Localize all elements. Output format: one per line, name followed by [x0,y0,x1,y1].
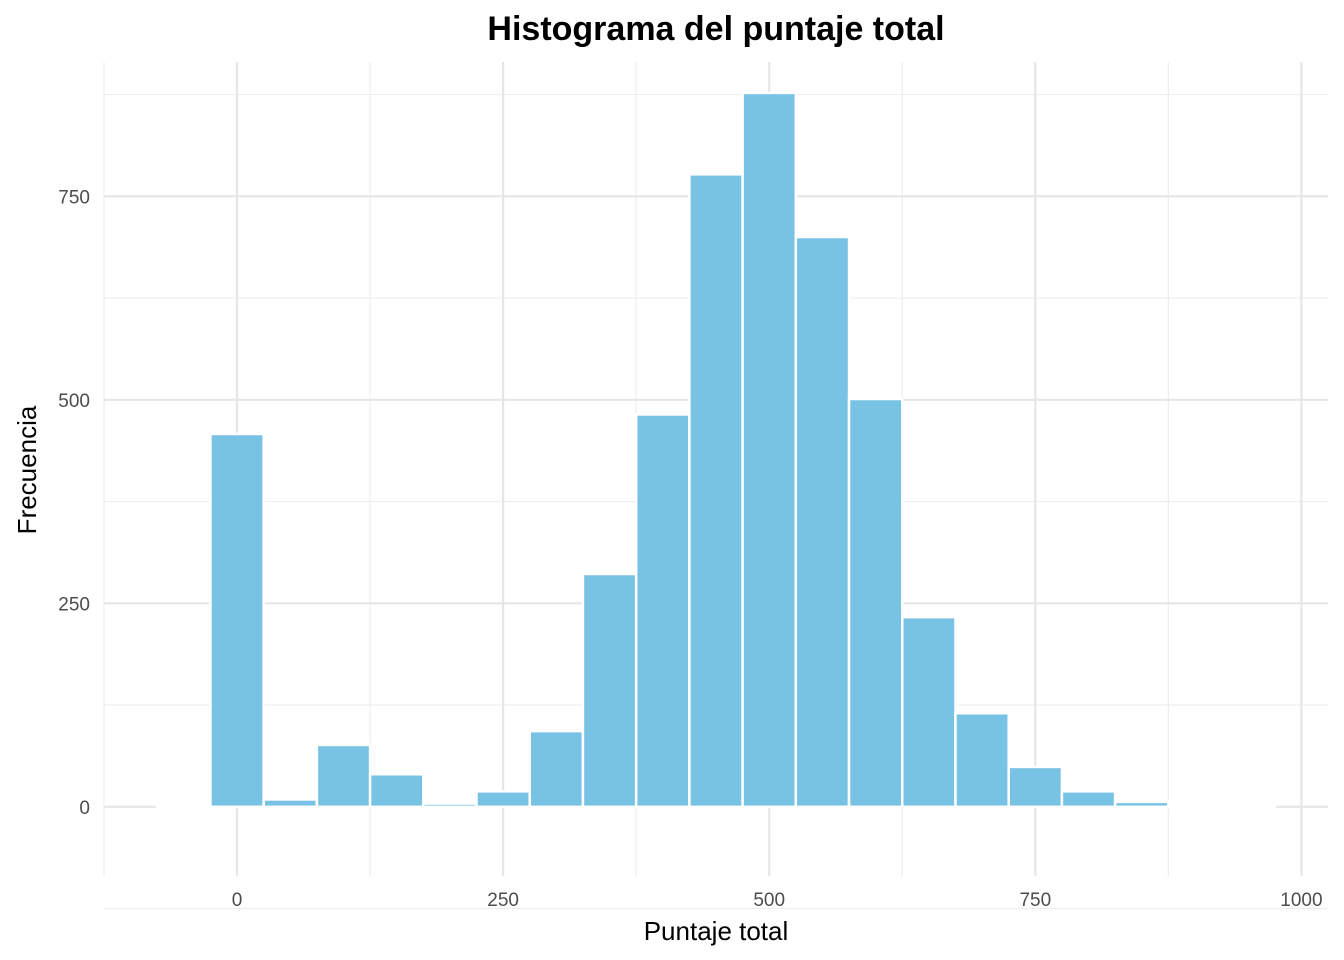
y-axis-label: Frecuencia [12,405,42,534]
histogram-bar [1220,805,1277,809]
histogram-bar [422,802,478,809]
histogram-bar [581,572,638,809]
histogram-bar [741,91,798,809]
histogram-bar [1060,790,1117,809]
histogram-bar [155,805,212,809]
histogram-bar [1167,805,1223,809]
y-tick-label: 750 [58,187,90,208]
x-tick-label: 0 [232,890,243,911]
chart-title: Histograma del puntaje total [487,10,944,48]
x-axis-label: Puntaje total [644,916,789,946]
y-tick-labels: 0 250 500 750 [58,187,90,819]
histogram-bar [209,432,265,809]
histogram-bar [315,743,372,809]
histogram-bar [1113,800,1170,809]
x-tick-label: 750 [1019,890,1051,911]
x-tick-label: 250 [487,890,519,911]
histogram-bar [368,773,425,809]
x-tick-labels: 0 250 500 750 1000 [232,890,1323,911]
y-tick-label: 500 [58,391,90,412]
histogram-bars [155,91,1277,809]
histogram-bar [954,711,1010,809]
histogram-bar [1007,765,1064,809]
histogram-bar [794,235,851,809]
x-tick-label: 500 [753,890,785,911]
histogram-bar [262,798,319,809]
y-tick-label: 0 [79,798,90,819]
histogram-bar [901,615,957,809]
x-tick-label: 1000 [1280,890,1322,911]
histogram-bar [528,729,585,809]
histogram-bar [475,790,531,809]
histogram-bar [634,413,691,809]
histogram-bar [688,173,744,809]
y-tick-label: 250 [58,594,90,615]
histogram-bar [847,397,904,809]
